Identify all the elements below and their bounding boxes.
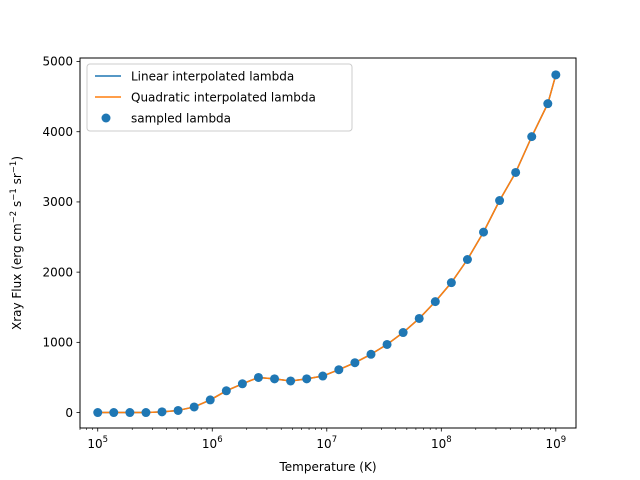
legend-label-sampled: sampled lambda xyxy=(131,112,231,126)
data-point xyxy=(430,297,440,307)
data-point xyxy=(270,374,280,384)
data-point xyxy=(302,374,312,384)
data-point xyxy=(237,379,247,389)
legend: Linear interpolated lambda Quadratic int… xyxy=(86,63,353,132)
data-point xyxy=(398,328,408,338)
y-tick-label: 4000 xyxy=(42,125,73,139)
y-label-sr: sr xyxy=(10,173,24,188)
y-label-s: s xyxy=(10,201,24,211)
data-point xyxy=(318,371,328,381)
y-tick-label: 3000 xyxy=(42,195,73,209)
legend-box xyxy=(86,63,353,132)
data-point xyxy=(93,408,103,418)
y-label-exp-s: −1 xyxy=(9,188,19,201)
data-point xyxy=(382,339,392,349)
data-point xyxy=(334,365,344,375)
sampled-points xyxy=(93,70,561,418)
data-point xyxy=(157,407,167,417)
x-tick-label: 108 xyxy=(431,435,452,451)
data-point xyxy=(543,99,553,109)
x-axis-label: Temperature (K) xyxy=(278,460,376,474)
x-axis-ticks: 105 106 107 108 109 xyxy=(79,428,566,451)
y-axis-label: Xray Flux (erg cm−2 s−1 sr−1) xyxy=(9,156,24,330)
data-point xyxy=(479,227,489,237)
data-point xyxy=(446,278,456,288)
y-tick-label: 1000 xyxy=(42,336,73,350)
legend-label-quadratic: Quadratic interpolated lambda xyxy=(131,91,316,105)
data-point xyxy=(366,349,376,359)
data-point xyxy=(109,408,119,418)
data-point xyxy=(286,376,296,386)
y-label-exp-sr: −1 xyxy=(9,161,19,174)
y-axis-ticks: 0 1000 2000 3000 4000 5000 xyxy=(42,55,80,420)
y-label-exp-cm: −2 xyxy=(9,211,19,224)
data-point xyxy=(125,408,135,418)
plot-frame xyxy=(79,57,577,429)
data-point xyxy=(462,255,472,264)
x-tick-label: 107 xyxy=(316,435,337,451)
legend-label-linear: Linear interpolated lambda xyxy=(131,70,294,84)
x-tick-label: 105 xyxy=(87,435,108,451)
data-point xyxy=(189,402,199,412)
y-tick-label: 2000 xyxy=(42,265,73,279)
data-point xyxy=(253,372,263,382)
y-label-main: Xray Flux (erg cm xyxy=(10,223,24,330)
y-tick-label: 0 xyxy=(65,406,73,420)
data-point xyxy=(350,358,360,368)
data-point xyxy=(551,70,561,80)
x-tick-label: 106 xyxy=(202,435,223,451)
data-point xyxy=(527,132,537,142)
data-point xyxy=(511,167,521,177)
legend-swatch-sampled xyxy=(101,113,111,123)
data-point xyxy=(414,313,424,323)
data-point xyxy=(173,405,183,415)
x-tick-label: 109 xyxy=(545,435,566,451)
y-tick-label: 5000 xyxy=(42,55,73,69)
data-point xyxy=(205,395,215,405)
data-point xyxy=(495,196,505,206)
data-point xyxy=(141,408,151,418)
y-label-end: ) xyxy=(10,156,24,161)
data-point xyxy=(221,386,231,396)
